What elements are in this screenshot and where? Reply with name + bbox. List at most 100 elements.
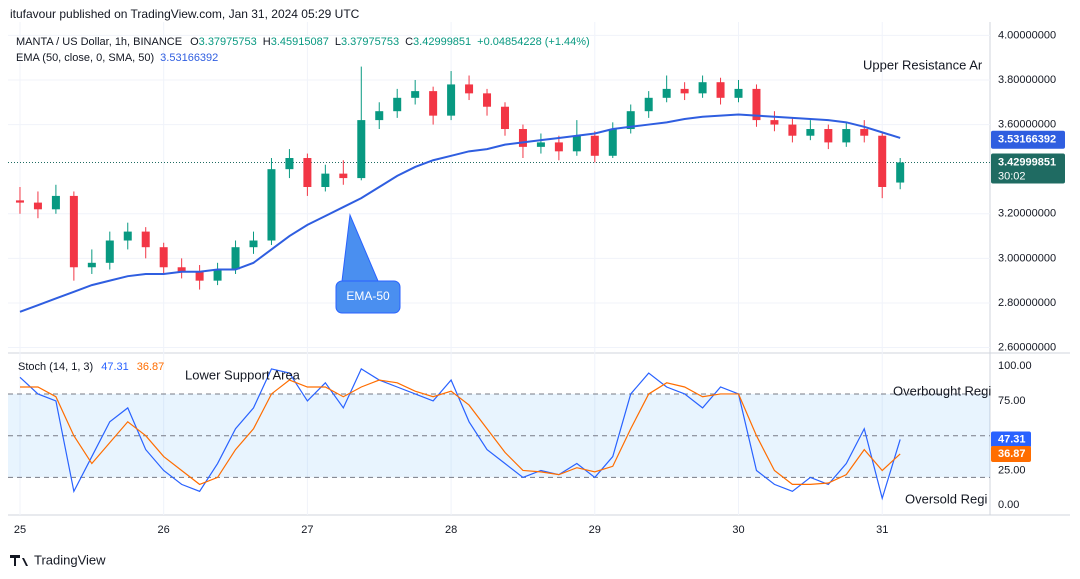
stoch-tag-text: 47.31 xyxy=(998,433,1026,445)
y-tick-label: 0.00 xyxy=(998,499,1019,511)
candle-body xyxy=(483,93,492,107)
candle-body xyxy=(465,84,474,94)
ohlc-value: 3.42999851 xyxy=(413,36,471,48)
candle-body xyxy=(770,120,779,125)
candle-body xyxy=(536,142,545,147)
candle-body xyxy=(878,135,887,187)
ohlc-value: 3.45915087 xyxy=(271,36,329,48)
callout xyxy=(335,213,401,314)
candle-body xyxy=(716,82,725,98)
annotation: Overbought Regi xyxy=(893,383,991,398)
change: +0.04854228 (+1.44%) xyxy=(477,36,590,48)
annotation: Upper Resistance Ar xyxy=(863,57,983,72)
ohlc-label: O xyxy=(190,36,199,48)
candle-body xyxy=(51,195,60,210)
candle-body xyxy=(123,231,132,241)
stoch-line xyxy=(19,368,901,501)
candle-body xyxy=(447,84,456,116)
x-tick-label: 31 xyxy=(876,524,888,536)
ema-legend: EMA (50, close, 0, SMA, 50) 3.53166392 xyxy=(16,52,218,64)
ohlc-label: H xyxy=(263,36,271,48)
last-price-tag-text: 3.42999851 xyxy=(998,156,1056,168)
y-tick-label: 2.80000000 xyxy=(998,297,1056,309)
candle-body xyxy=(285,158,294,170)
logo xyxy=(10,555,28,566)
ema-legend-value: 3.53166392 xyxy=(160,52,218,64)
candle-body xyxy=(375,111,384,121)
candle-body xyxy=(249,240,258,248)
candle-body xyxy=(159,247,168,268)
ohlc-label: L xyxy=(335,36,341,48)
stoch-legend: Stoch (14, 1, 3) 47.31 36.87 xyxy=(18,361,164,373)
price-legend: MANTA / US Dollar, 1h, BINANCE O3.3797575… xyxy=(16,36,590,48)
ema-legend-name: EMA (50, close, 0, SMA, 50) xyxy=(16,52,154,64)
annotation: EMA-50 xyxy=(346,289,390,303)
annotation: Oversold Regi xyxy=(905,491,987,506)
candle-body xyxy=(752,88,761,121)
ohlc-value: 3.37975753 xyxy=(341,36,399,48)
stoch-line xyxy=(19,379,901,486)
ema-price-tag xyxy=(991,130,1065,149)
candle-body xyxy=(33,202,42,210)
y-tick-label: 75.00 xyxy=(998,395,1026,407)
candle-body xyxy=(608,129,617,156)
candle-body xyxy=(500,106,509,130)
candle-body xyxy=(141,231,150,248)
candle-body xyxy=(860,129,869,136)
candle-body xyxy=(321,173,330,187)
stoch-tag xyxy=(991,431,1031,448)
ema-line xyxy=(19,113,901,313)
candle-body xyxy=(662,88,671,98)
candle-body xyxy=(680,88,689,94)
y-tick-label: 3.20000000 xyxy=(998,208,1056,220)
candle-body xyxy=(267,169,276,241)
y-tick-label: 3.80000000 xyxy=(998,74,1056,86)
stoch-title: Stoch (14, 1, 3) xyxy=(18,361,93,373)
candle-body xyxy=(195,271,204,281)
candle-body xyxy=(87,262,96,268)
candle-body xyxy=(177,267,186,272)
stoch-tag xyxy=(991,445,1031,462)
candle-body xyxy=(896,162,905,183)
y-tick-label: 100.00 xyxy=(998,360,1032,372)
candle-body xyxy=(554,142,563,152)
candle-body xyxy=(303,158,312,187)
candle-body xyxy=(788,124,797,136)
candle-body xyxy=(842,129,851,143)
symbol: MANTA / US Dollar, 1h, BINANCE xyxy=(16,36,182,48)
candle-body xyxy=(105,240,114,263)
footer: TradingView xyxy=(34,552,106,567)
candle-body xyxy=(69,195,78,268)
x-tick-label: 29 xyxy=(589,524,601,536)
y-tick-label: 3.00000000 xyxy=(998,252,1056,264)
stoch-legend-value: 47.31 xyxy=(101,361,129,373)
candle-body xyxy=(15,200,24,203)
x-tick-label: 26 xyxy=(158,524,170,536)
ohlc-label: C xyxy=(405,36,413,48)
last-price-tag xyxy=(991,153,1065,184)
candle-body xyxy=(824,129,833,143)
annotation: Lower Support Area xyxy=(185,367,301,382)
candle-body xyxy=(518,129,527,147)
candle-body xyxy=(644,97,653,112)
candle-body xyxy=(572,135,581,152)
candle-body xyxy=(429,91,438,116)
candle-body xyxy=(734,88,743,98)
ohlc-value: 3.37975753 xyxy=(199,36,257,48)
candle-body xyxy=(357,120,366,179)
y-tick-label: 25.00 xyxy=(998,464,1026,476)
stoch-tag-text: 36.87 xyxy=(998,448,1026,460)
x-tick-label: 28 xyxy=(445,524,457,536)
y-tick-label: 4.00000000 xyxy=(998,29,1056,41)
y-tick-label: 3.60000000 xyxy=(998,118,1056,130)
candle-body xyxy=(590,135,599,156)
x-tick-label: 30 xyxy=(732,524,744,536)
candle-body xyxy=(393,97,402,112)
candle-body xyxy=(626,111,635,130)
stoch-legend-value: 36.87 xyxy=(137,361,165,373)
candle-body xyxy=(339,173,348,179)
candle-body xyxy=(698,82,707,94)
countdown: 30:02 xyxy=(998,170,1026,182)
candle-body xyxy=(231,247,240,270)
